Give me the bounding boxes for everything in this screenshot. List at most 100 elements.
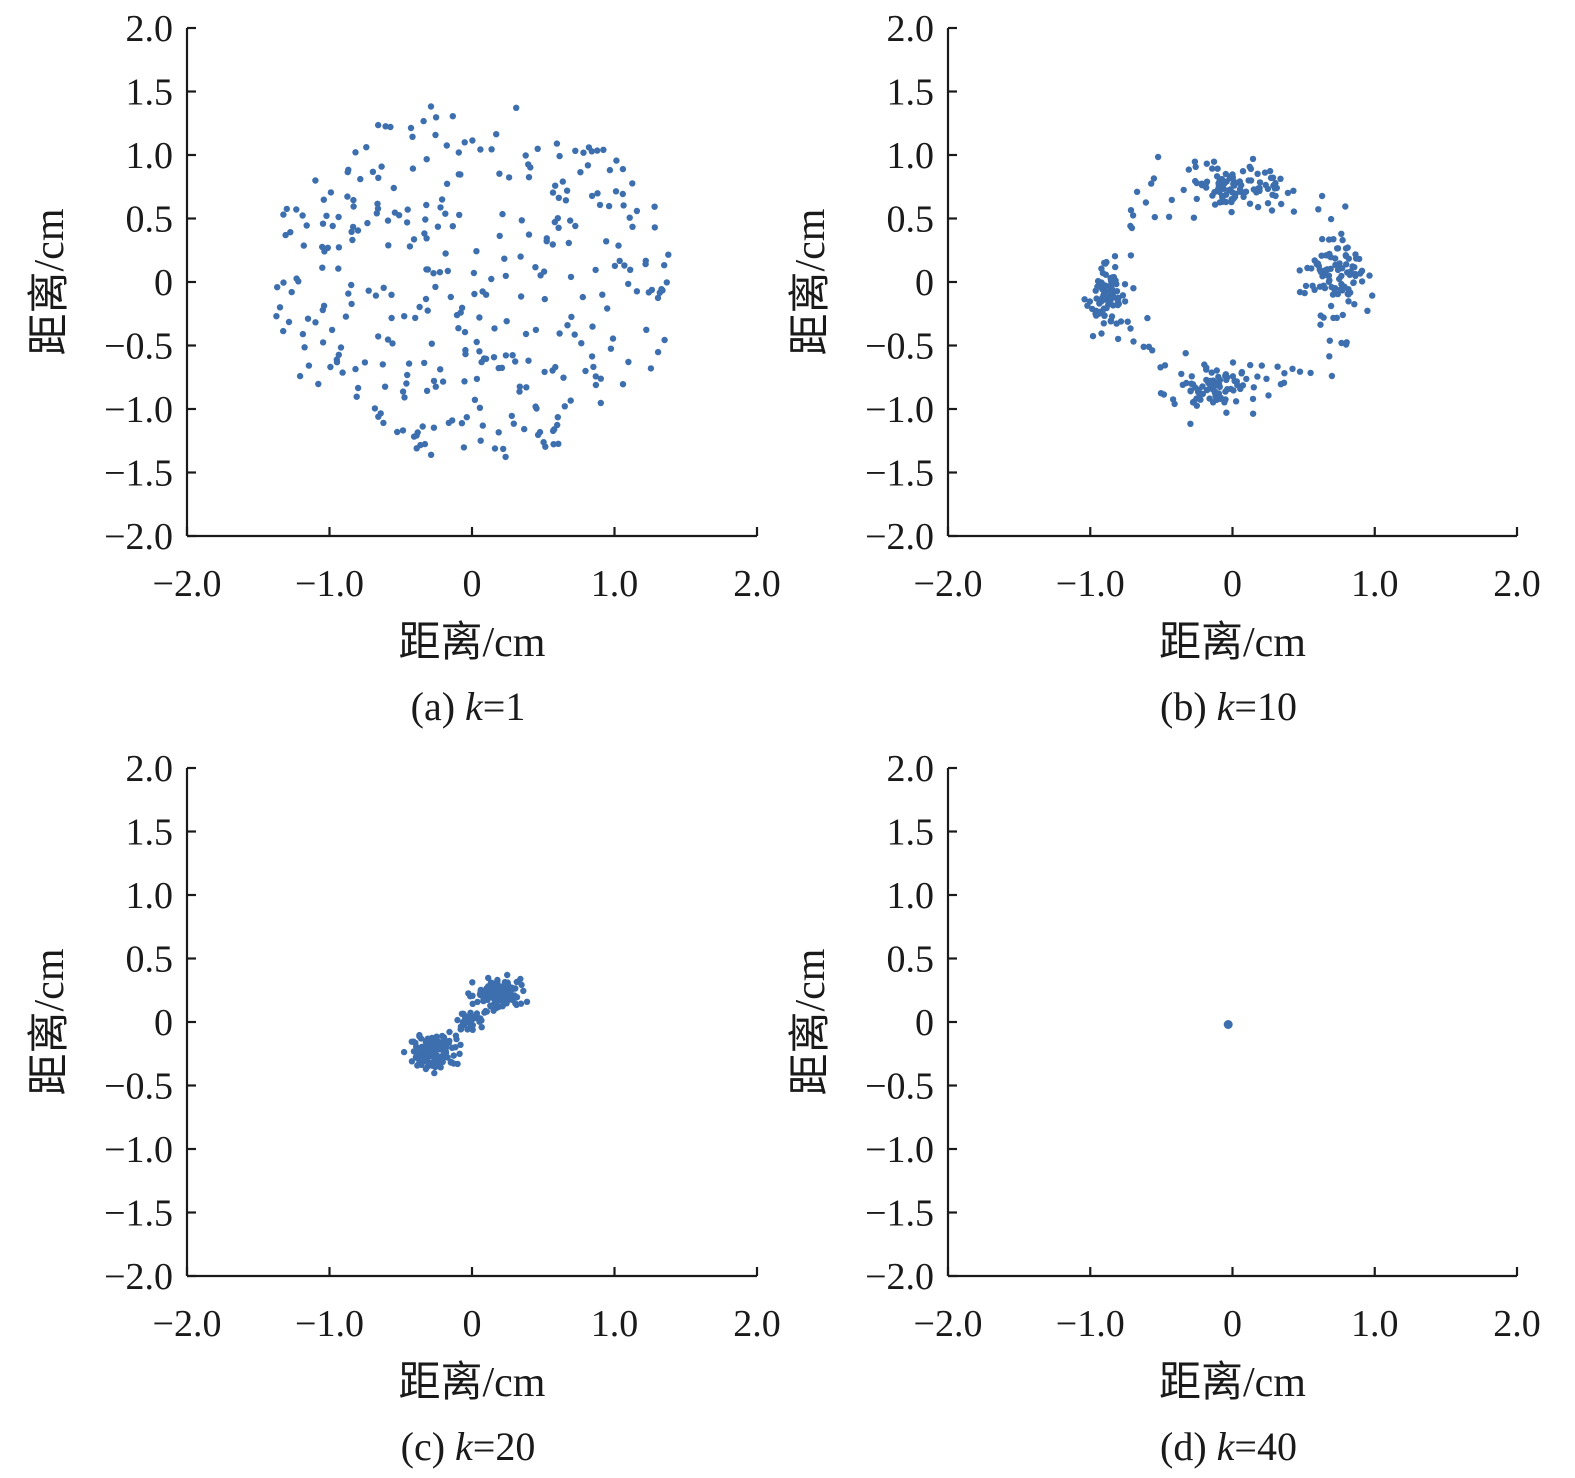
scatter-point bbox=[625, 280, 632, 288]
scatter-point bbox=[1222, 191, 1230, 198]
y-tick-label: −0.5 bbox=[104, 326, 173, 368]
scatter-point bbox=[565, 239, 572, 247]
y-tick-label: −0.5 bbox=[865, 1066, 934, 1108]
scatter-point bbox=[1222, 388, 1229, 395]
scatter-point bbox=[1114, 298, 1122, 305]
scatter-point bbox=[502, 453, 509, 461]
scatter-point bbox=[315, 380, 322, 388]
scatter-point bbox=[594, 190, 601, 197]
scatter-point bbox=[1203, 178, 1211, 185]
scatter-point bbox=[444, 267, 451, 275]
scatter-point bbox=[447, 293, 454, 301]
scatter-point bbox=[469, 1026, 476, 1034]
scatter-point bbox=[665, 251, 672, 258]
scatter-point bbox=[1229, 359, 1237, 366]
scatter-point bbox=[353, 393, 360, 400]
scatter-point bbox=[305, 362, 313, 369]
x-tick-label: −2.0 bbox=[914, 563, 983, 605]
scatter-point bbox=[589, 323, 596, 330]
scatter-point bbox=[319, 339, 327, 346]
scatter-point bbox=[381, 383, 389, 390]
scatter-point bbox=[1203, 364, 1210, 371]
scatter-point bbox=[439, 378, 447, 385]
scatter-point bbox=[424, 307, 431, 314]
x-tick-label: 1.0 bbox=[591, 563, 639, 605]
scatter-point bbox=[1222, 371, 1230, 378]
caption-value: =10 bbox=[1234, 684, 1297, 729]
scatter-point bbox=[394, 428, 401, 436]
scatter-point bbox=[1328, 372, 1336, 380]
scatter-point bbox=[1321, 284, 1329, 292]
scatter-point bbox=[339, 369, 346, 376]
panel-caption: (a) k=1 bbox=[411, 684, 526, 729]
scatter-point bbox=[567, 273, 575, 281]
scatter-point bbox=[280, 327, 287, 335]
scatter-point bbox=[389, 340, 396, 347]
scatter-point bbox=[319, 220, 327, 227]
scatter-point bbox=[1190, 214, 1198, 221]
scatter-point bbox=[385, 242, 392, 249]
scatter-point bbox=[1290, 187, 1297, 194]
scatter-point bbox=[579, 293, 586, 301]
scatter-point bbox=[642, 260, 649, 268]
scatter-point bbox=[361, 359, 369, 366]
scatter-point bbox=[563, 187, 571, 194]
scatter-point bbox=[513, 104, 520, 112]
scatter-point bbox=[532, 264, 539, 271]
scatter-point bbox=[474, 1014, 482, 1021]
scatter-point bbox=[1161, 362, 1169, 369]
scatter-point bbox=[422, 295, 430, 303]
scatter-point bbox=[473, 338, 480, 346]
scatter-point bbox=[1326, 353, 1333, 360]
scatter-point bbox=[1208, 369, 1215, 376]
scatter-point bbox=[401, 313, 408, 320]
scatter-point bbox=[1256, 179, 1264, 186]
scatter-point bbox=[350, 196, 357, 204]
scatter-point bbox=[303, 222, 310, 229]
scatter-point bbox=[420, 117, 427, 125]
scatter-point bbox=[651, 203, 658, 210]
scatter-point bbox=[324, 244, 331, 251]
scatter-point bbox=[301, 344, 308, 351]
scatter-point bbox=[319, 243, 326, 251]
scatter-point bbox=[1228, 208, 1235, 216]
scatter-point bbox=[517, 293, 525, 300]
scatter-point bbox=[1273, 184, 1281, 192]
scatter-point bbox=[327, 189, 335, 196]
scatter-point bbox=[1266, 167, 1274, 175]
scatter-point bbox=[422, 216, 429, 223]
scatter-point bbox=[600, 146, 607, 153]
y-tick-label: 1.0 bbox=[126, 875, 174, 917]
scatter-point bbox=[502, 272, 509, 280]
scatter-point bbox=[371, 405, 379, 412]
scatter-point bbox=[606, 166, 614, 174]
scatter-point bbox=[476, 314, 483, 321]
scatter-point bbox=[1196, 391, 1203, 398]
caption-value: =1 bbox=[483, 684, 526, 729]
scatter-point bbox=[423, 156, 430, 163]
scatter-point bbox=[1339, 311, 1347, 319]
scatter-point bbox=[496, 170, 503, 177]
scatter-point bbox=[293, 206, 300, 213]
scatter-point bbox=[559, 178, 566, 185]
scatter-point bbox=[500, 445, 507, 453]
scatter-point bbox=[1352, 251, 1359, 258]
scatter-point bbox=[1281, 370, 1288, 377]
scatter-point bbox=[1210, 158, 1218, 165]
scatter-point bbox=[1101, 259, 1108, 267]
scatter-point bbox=[1232, 190, 1239, 197]
scatter-point bbox=[382, 123, 389, 130]
y-tick-label: 1.5 bbox=[126, 812, 174, 854]
scatter-point bbox=[1350, 279, 1357, 286]
scatter-point bbox=[599, 291, 606, 298]
scatter-point bbox=[645, 289, 652, 296]
scatter-point bbox=[1098, 282, 1105, 289]
scatter-point bbox=[1278, 200, 1285, 208]
scatter-point bbox=[299, 330, 307, 338]
scatter-point bbox=[409, 165, 417, 172]
scatter-point bbox=[408, 1058, 416, 1065]
scatter-point bbox=[1343, 261, 1350, 268]
scatter-point bbox=[1317, 321, 1324, 328]
scatter-point bbox=[399, 427, 407, 434]
